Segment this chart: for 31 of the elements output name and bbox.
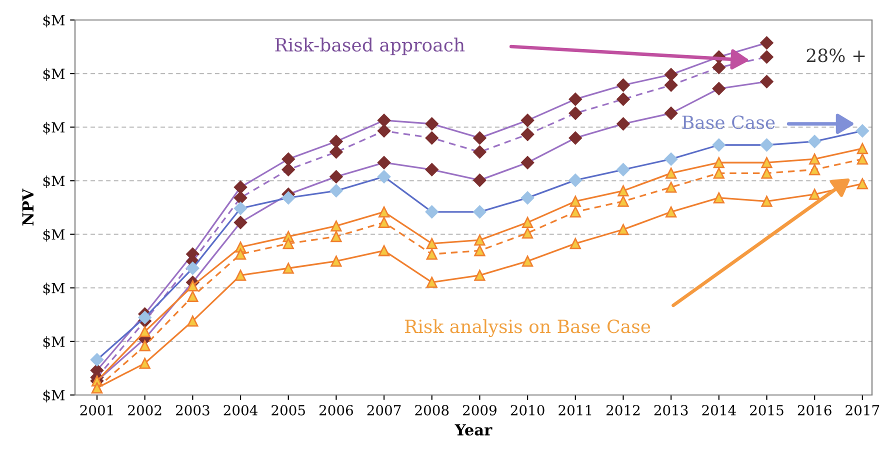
- text: $M: [43, 229, 65, 242]
- x-tick-label: 2014: [702, 404, 736, 416]
- x-tick-label: 2015: [750, 404, 784, 416]
- y-axis-title: NPV: [22, 188, 34, 226]
- x-tick-label: 2009: [462, 404, 496, 416]
- x-tick-label: 2016: [798, 404, 832, 416]
- x-tick-label: 2005: [272, 404, 305, 416]
- annotation: Base Case: [682, 115, 775, 130]
- text: $M: [43, 68, 65, 81]
- text: $M: [43, 175, 65, 188]
- annotation: Risk analysis on Base Case: [405, 319, 650, 337]
- text: $M: [43, 390, 65, 402]
- annotation: 28% +: [806, 48, 865, 62]
- x-tick-label: 2008: [415, 404, 449, 416]
- text: $M: [43, 336, 65, 349]
- text: $M: [43, 14, 65, 28]
- x-tick-label: 2004: [224, 404, 258, 416]
- x-axis-title: Year: [454, 424, 492, 436]
- x-tick-label: 2017: [846, 404, 880, 416]
- annotation: Risk-based approach: [275, 38, 465, 56]
- x-tick-label: 2007: [367, 404, 401, 416]
- text: $M: [43, 282, 65, 296]
- x-tick-label: 2013: [654, 404, 688, 416]
- x-tick-label: 2003: [176, 404, 210, 416]
- x-tick-label: 2010: [510, 404, 544, 416]
- x-tick-label: 2011: [558, 404, 592, 416]
- x-tick-label: 2012: [606, 404, 640, 416]
- x-tick-label: 2001: [80, 404, 113, 416]
- x-tick-label: 2002: [128, 404, 162, 416]
- x-tick-label: 2006: [319, 404, 353, 416]
- text: $M: [43, 122, 65, 134]
